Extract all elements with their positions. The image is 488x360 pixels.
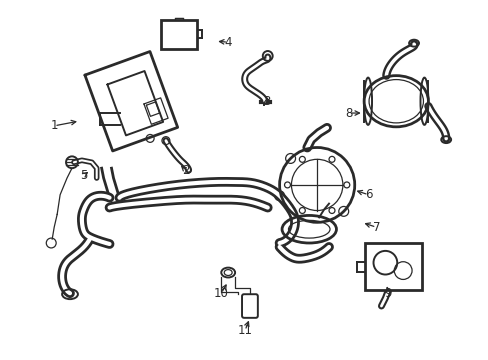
Text: 5: 5	[80, 168, 87, 181]
Text: 9: 9	[384, 287, 391, 300]
FancyBboxPatch shape	[364, 243, 421, 290]
Text: 2: 2	[182, 164, 189, 177]
Text: 1: 1	[50, 120, 58, 132]
Text: 4: 4	[224, 36, 231, 49]
Text: 3: 3	[263, 95, 270, 108]
Text: 7: 7	[372, 221, 380, 234]
Text: 11: 11	[237, 324, 252, 337]
FancyBboxPatch shape	[242, 294, 257, 318]
Text: 8: 8	[345, 107, 352, 120]
FancyBboxPatch shape	[161, 19, 196, 49]
Text: 6: 6	[364, 188, 371, 201]
Text: 10: 10	[213, 287, 228, 300]
